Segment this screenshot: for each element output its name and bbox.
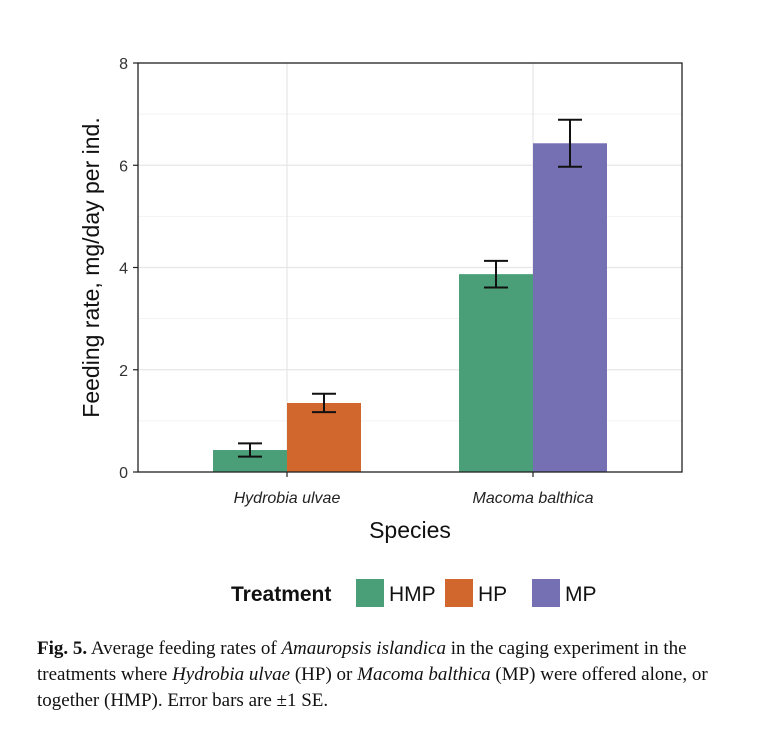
error-bar: [558, 118, 582, 168]
y-tick-label: 8: [119, 56, 128, 73]
y-axis-title: Feeding rate, mg/day per ind.: [78, 117, 104, 417]
figure-caption: Fig. 5. Average feeding rates of Amaurop…: [37, 636, 737, 714]
y-axis: 0 2 4 6 8: [119, 56, 138, 482]
bar-chart: 0 2 4 6 8 Hydrobia ulvae Macoma balthica Feed…: [78, 56, 683, 607]
legend-label-hmp: HMP: [389, 583, 436, 606]
bar-mp-macoma: [533, 143, 607, 473]
caption-species-amauropsis: Amauropsis islandica: [281, 638, 446, 659]
caption-text: (MP) were offered alone, or together (HM…: [37, 664, 708, 711]
error-bars: [238, 118, 582, 458]
bar-hp-hydrobia: [287, 402, 361, 472]
legend-title: Treatment: [231, 583, 331, 606]
x-tick-label: Macoma balthica: [473, 490, 594, 507]
legend-swatch-hmp: [356, 579, 384, 607]
legend-label-mp: MP: [565, 583, 597, 606]
caption-text: in the caging experiment in the treatmen…: [37, 638, 687, 685]
x-axis: Hydrobia ulvae Macoma balthica: [234, 472, 594, 507]
legend-label-hp: HP: [478, 583, 507, 606]
caption-species-macoma: Macoma balthica: [357, 664, 491, 685]
bar-hmp-hydrobia: [213, 450, 287, 472]
figure-label: Fig. 5.: [37, 638, 88, 659]
error-bar: [238, 442, 262, 458]
x-axis-title: Species: [369, 517, 451, 543]
y-tick-label: 0: [119, 465, 128, 482]
caption-text: Average feeding rates of: [87, 638, 282, 659]
legend-swatch-hp: [445, 579, 473, 607]
caption-text: (HP) or: [290, 664, 358, 685]
legend: Treatment HMP HP MP: [231, 579, 597, 607]
y-tick-label: 2: [119, 363, 128, 380]
legend-swatch-mp: [532, 579, 560, 607]
caption-species-hydrobia: Hydrobia ulvae: [172, 664, 291, 685]
y-tick-label: 4: [119, 261, 128, 278]
bars: [213, 143, 607, 473]
error-bar: [312, 392, 336, 414]
x-tick-label: Hydrobia ulvae: [234, 490, 341, 507]
bar-hmp-macoma: [459, 274, 533, 472]
error-bar: [484, 259, 508, 289]
y-tick-label: 6: [119, 158, 128, 175]
